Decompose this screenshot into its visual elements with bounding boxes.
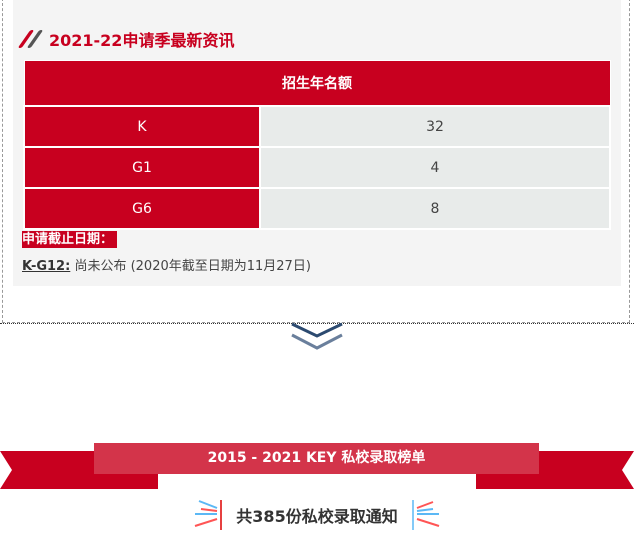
deadline-label: 申请截止日期： xyxy=(22,231,118,248)
subtitle: 共385份私校录取通知 xyxy=(236,507,398,526)
banner-title: 2015 - 2021 KEY 私校录取榜单 xyxy=(94,443,539,474)
table-row: K 32 xyxy=(23,105,611,148)
table-row: G6 8 xyxy=(23,187,611,230)
info-card xyxy=(2,0,630,323)
table-header: 招生年名额 xyxy=(23,60,611,107)
burst-icon xyxy=(412,500,440,530)
table-row: G1 4 xyxy=(23,146,611,189)
divider xyxy=(0,323,634,324)
burst-icon xyxy=(194,500,222,530)
chevron-down-icon xyxy=(291,322,343,350)
deadline-info: K-G12: 尚未公布 (2020年截至日期为11月27日) xyxy=(22,259,311,274)
quota-table: 招生年名额 K 32 G1 4 G6 8 xyxy=(23,60,611,230)
section-title: 2021-22申请季最新资讯 xyxy=(17,27,234,51)
